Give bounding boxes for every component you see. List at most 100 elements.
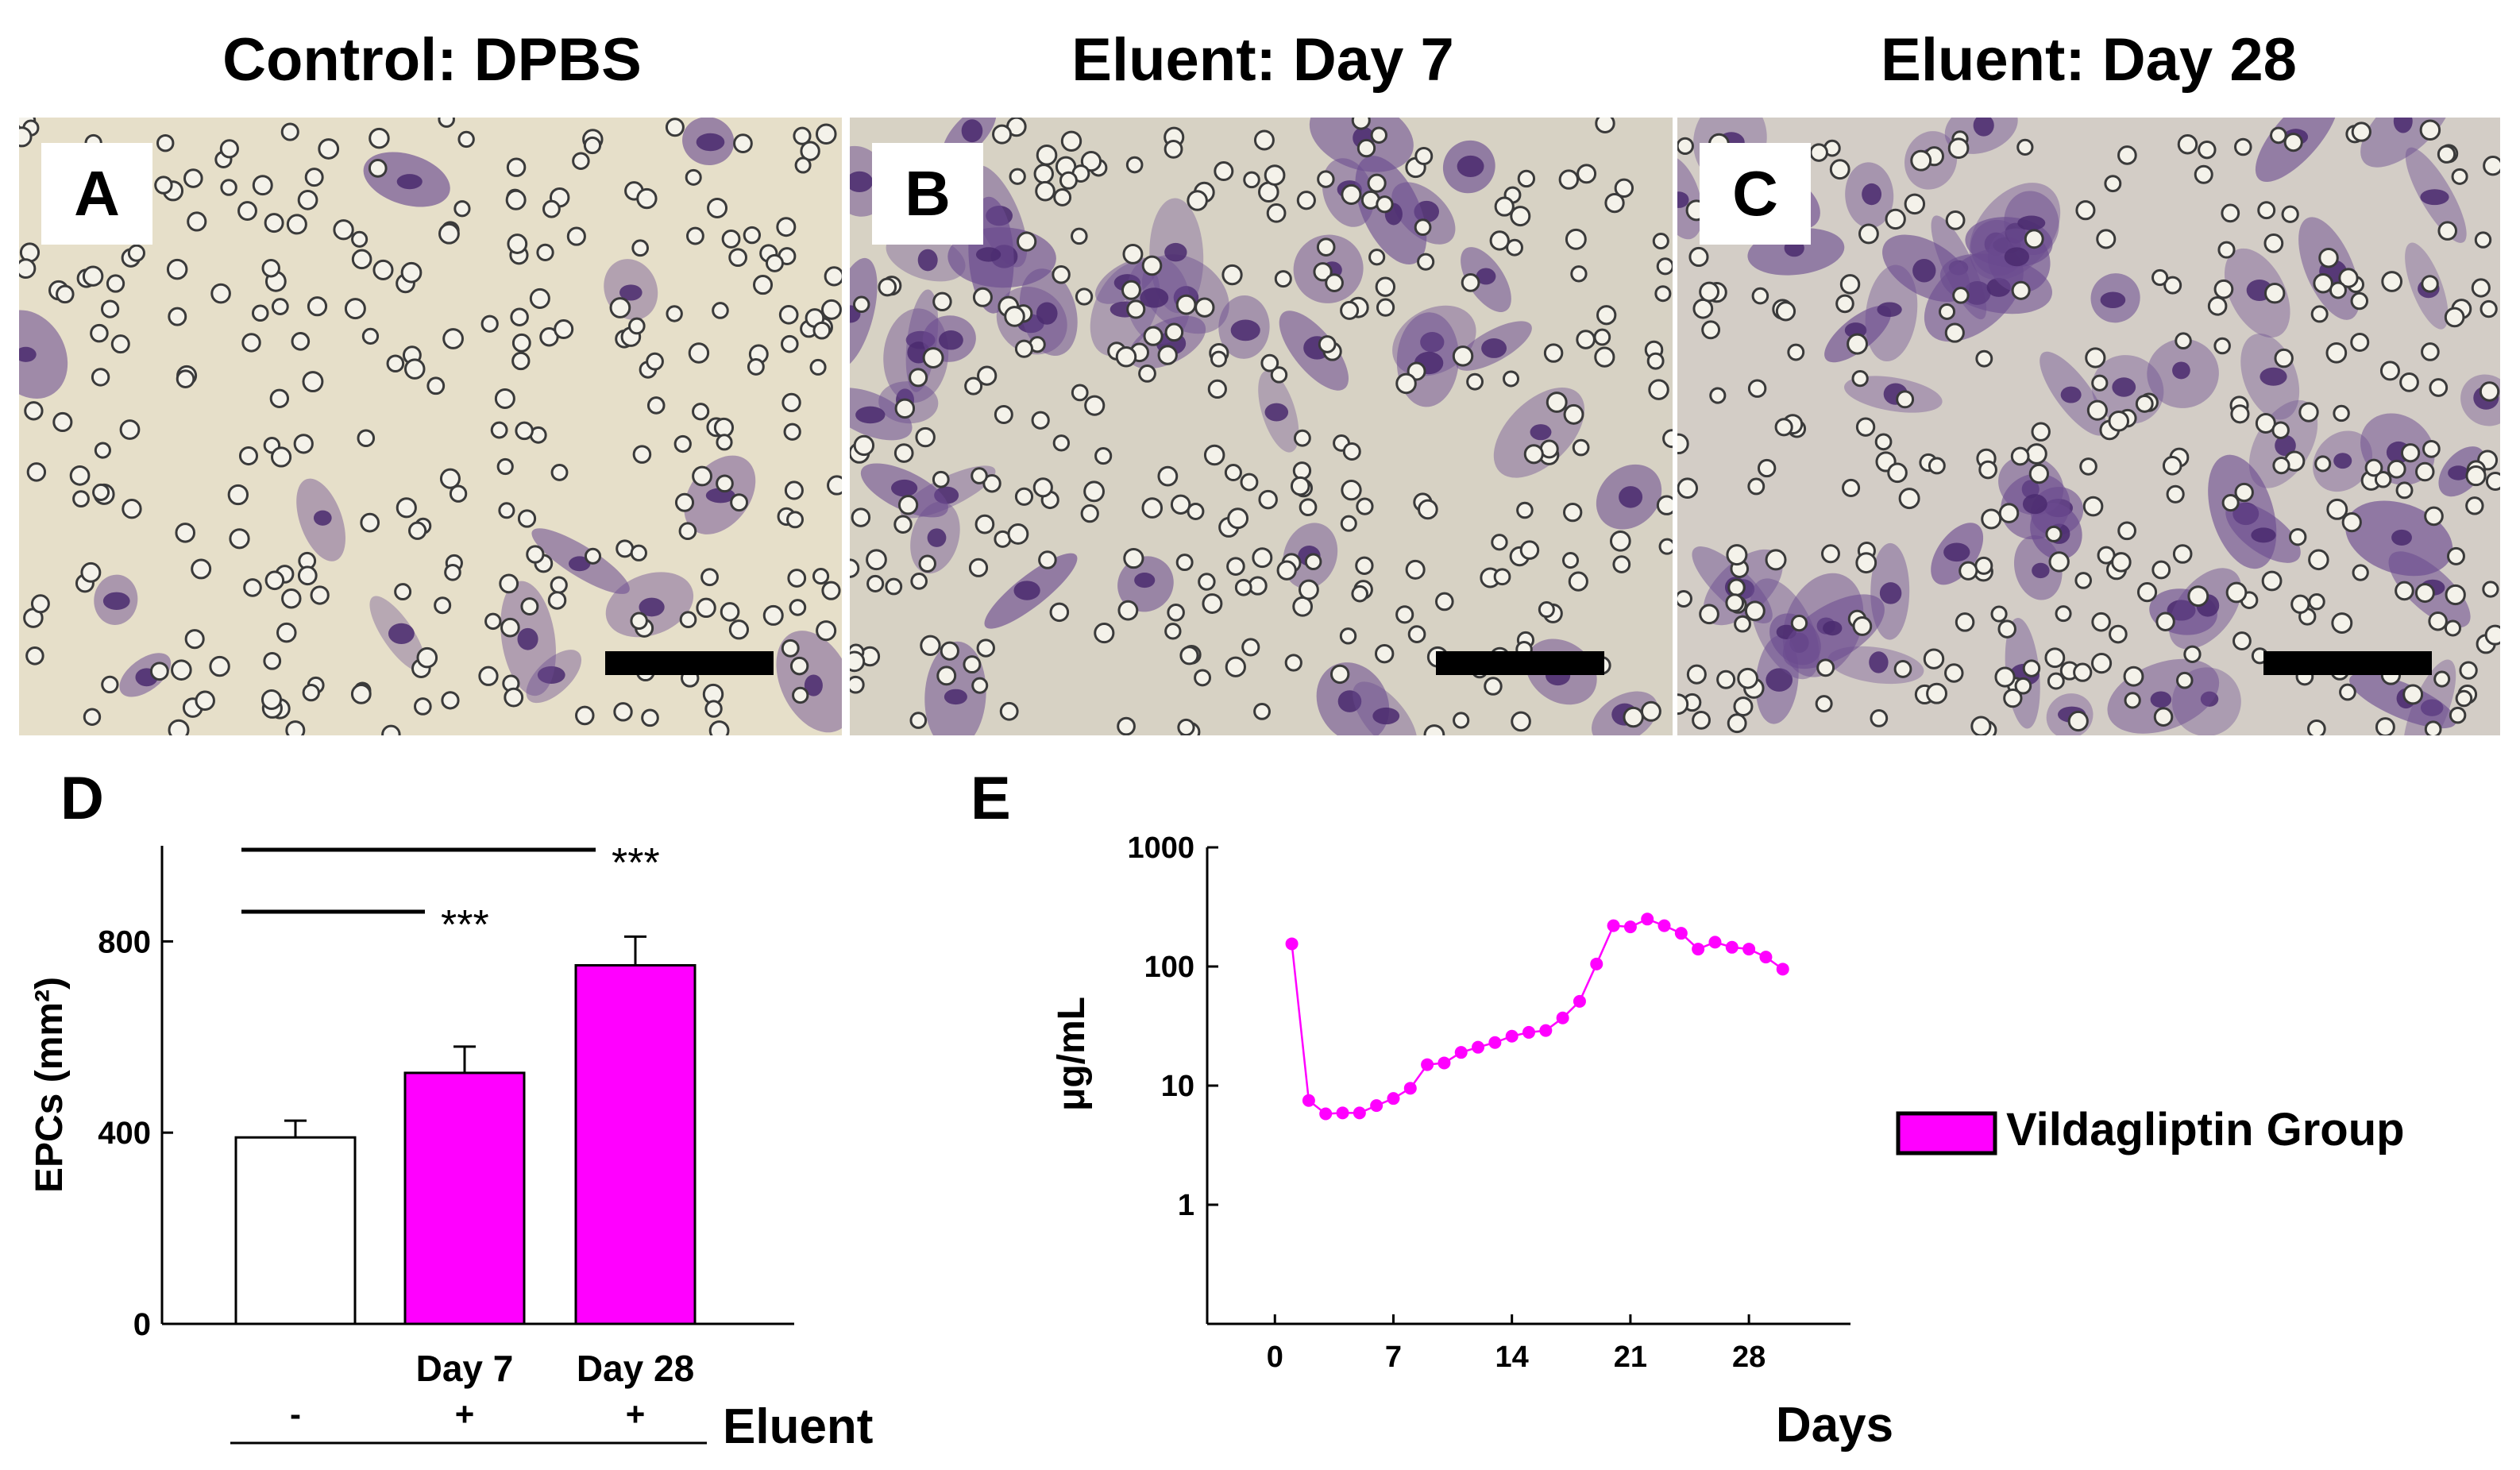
membrane-pore: [1775, 301, 1796, 322]
cell-nucleus: [975, 247, 1001, 262]
membrane-pore: [2419, 119, 2441, 141]
membrane-pore: [1083, 480, 1106, 503]
membrane-pore: [241, 333, 261, 353]
panel-a-letter: A: [41, 143, 152, 245]
panel-e-letter: E: [971, 765, 1011, 832]
membrane-pore: [1405, 559, 1426, 580]
membrane-pore: [2318, 247, 2339, 268]
membrane-pore: [1461, 272, 1480, 292]
data-point: [1319, 1107, 1333, 1121]
membrane-pore: [1342, 442, 1361, 461]
membrane-pore: [812, 567, 830, 585]
micrograph-c-image: [1677, 118, 2500, 735]
cell-nucleus: [2017, 215, 2046, 231]
membrane-pore: [2257, 201, 2276, 220]
membrane-pore: [1203, 444, 1225, 466]
membrane-pore: [1084, 395, 1106, 416]
membrane-pore: [1417, 253, 1435, 271]
membrane-pore: [2451, 168, 2468, 185]
membrane-pore: [1329, 664, 1350, 685]
cell-nucleus: [2333, 453, 2352, 469]
cell-nucleus: [2150, 691, 2172, 708]
membrane-pore: [2055, 605, 2072, 623]
data-point: [1522, 1025, 1535, 1039]
membrane-pore: [2421, 275, 2439, 293]
membrane-pore: [1141, 255, 1163, 276]
membrane-pore: [1699, 604, 1719, 625]
membrane-pore: [1855, 417, 1876, 437]
membrane-pore: [2437, 221, 2458, 241]
membrane-pore: [94, 442, 111, 459]
membrane-pore: [400, 261, 423, 284]
membrane-pore: [827, 475, 842, 496]
membrane-pore: [894, 398, 916, 419]
cell-nucleus: [2275, 434, 2296, 457]
membrane-pore: [1874, 433, 1893, 451]
membrane-pore: [414, 697, 432, 716]
membrane-pore: [920, 635, 941, 656]
membrane-pore: [2289, 527, 2307, 546]
data-point: [1403, 1082, 1417, 1095]
membrane-pore: [1434, 592, 1454, 612]
membrane-pore: [92, 483, 110, 501]
membrane-pore: [444, 564, 461, 581]
membrane-pore: [1032, 477, 1053, 498]
membrane-pore: [1692, 298, 1714, 319]
membrane-pore: [1296, 191, 1316, 210]
x-tick-label: 21: [1614, 1341, 1647, 1374]
membrane-pore: [2079, 457, 2097, 476]
membrane-pore: [1744, 600, 1766, 622]
membrane-pore: [1071, 227, 1088, 245]
membrane-pore: [1299, 579, 1319, 600]
membrane-pore: [646, 352, 664, 371]
membrane-pore: [2474, 231, 2492, 249]
cell-nucleus: [891, 479, 918, 497]
membrane-pore: [2422, 439, 2441, 458]
membrane-pore: [507, 233, 528, 254]
membrane-pore: [1489, 230, 1510, 251]
membrane-pore: [1258, 489, 1278, 510]
membrane-pore: [971, 467, 988, 484]
membrane-pore: [2091, 612, 2111, 632]
data-point: [1488, 1036, 1502, 1049]
membrane-pore: [1593, 328, 1611, 346]
membrane-pore: [1570, 265, 1588, 283]
membrane-pore: [494, 388, 515, 409]
membrane-pore: [24, 401, 44, 421]
cell-nucleus: [850, 171, 874, 193]
membrane-pore: [1292, 461, 1312, 480]
membrane-pore: [2424, 720, 2442, 735]
membrane-pore: [2307, 719, 2326, 735]
cell-nucleus: [1134, 573, 1156, 588]
membrane-pore: [2213, 337, 2231, 355]
membrane-pore: [281, 588, 302, 609]
membrane-pore: [994, 405, 1013, 424]
membrane-pore: [2387, 459, 2406, 479]
membrane-pore: [394, 583, 412, 601]
x-tick-label: 14: [1495, 1341, 1529, 1374]
data-point: [1708, 936, 1722, 949]
membrane-pore: [1656, 257, 1673, 276]
membrane-pore: [2402, 684, 2424, 705]
membrane-pore: [794, 156, 812, 174]
scale-bar: [1436, 651, 1604, 675]
panel-c-letter: C: [1700, 143, 1811, 245]
membrane-pore: [2338, 268, 2359, 288]
cell-nucleus: [944, 689, 967, 705]
membrane-pore: [106, 274, 125, 293]
membrane-pore: [2272, 457, 2290, 475]
membrane-pore: [2225, 581, 2248, 604]
membrane-pore: [2151, 560, 2171, 580]
membrane-pore: [812, 321, 832, 340]
y-tick-label: 0: [133, 1307, 151, 1342]
cell-nucleus: [2448, 465, 2469, 480]
membrane-pore: [1686, 664, 1707, 685]
membrane-pore: [351, 249, 372, 270]
membrane-pore: [1612, 555, 1631, 573]
membrane-pore: [344, 298, 366, 320]
membrane-pore: [566, 226, 586, 246]
membrane-pore: [520, 597, 539, 616]
membrane-pore: [529, 287, 550, 309]
micrograph-day7: B: [850, 118, 1673, 735]
membrane-pore: [2234, 482, 2254, 503]
